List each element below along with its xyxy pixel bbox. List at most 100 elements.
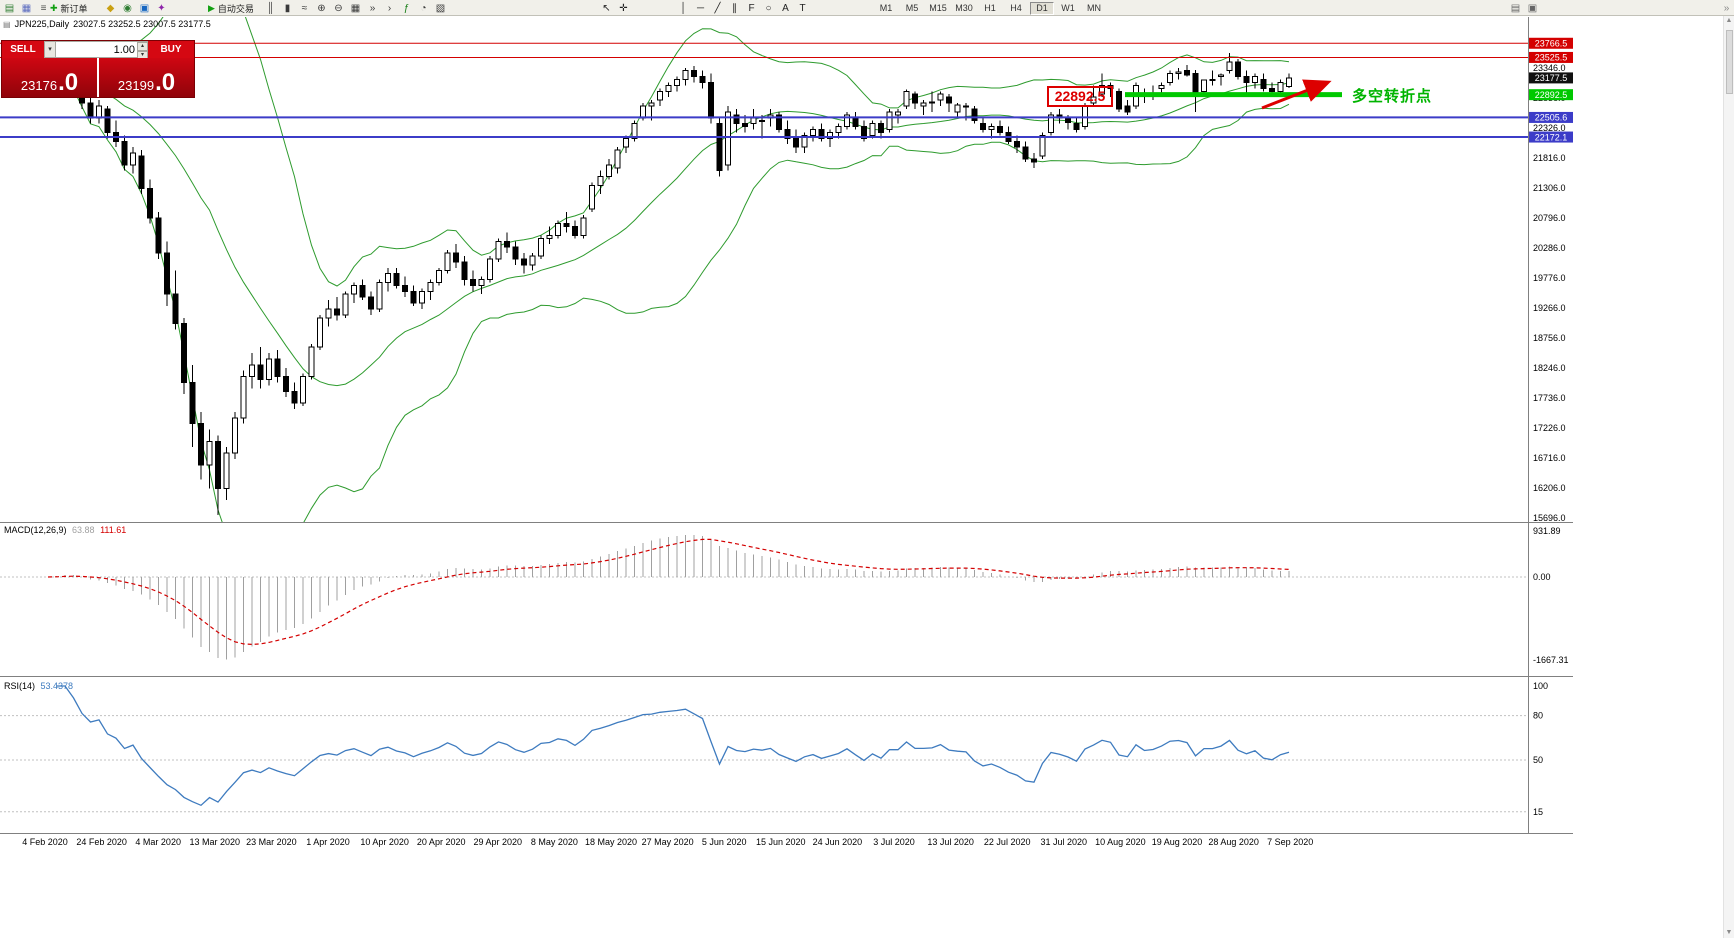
breakout-price-label[interactable]: 22892.5: [1047, 86, 1113, 107]
expand-icon[interactable]: ▣: [1527, 2, 1538, 14]
macd-histogram: [56, 534, 1290, 660]
toolbar-group-tools: ║ ▮ ≈ ⊕ ⊖ ▦ » › ƒ ◔ ▧: [263, 1, 448, 15]
svg-text:20286.0: 20286.0: [1533, 243, 1566, 253]
fibonacci-icon[interactable]: F: [748, 2, 755, 14]
timeframe-button-MN[interactable]: MN: [1087, 2, 1101, 13]
svg-text:22505.6: 22505.6: [1535, 113, 1568, 123]
svg-text:100: 100: [1533, 681, 1548, 691]
dock-icon[interactable]: ▤: [1510, 2, 1521, 14]
volume-dropdown-button[interactable]: ▾: [44, 41, 56, 58]
buy-price-dec: .0: [155, 69, 176, 96]
autotrading-button[interactable]: ▶ 自动交易: [205, 2, 257, 15]
svg-text:4 Mar 2020: 4 Mar 2020: [135, 837, 181, 847]
buy-price-int: 23199: [117, 78, 155, 93]
svg-text:19776.0: 19776.0: [1533, 273, 1566, 283]
scroll-down-arrow[interactable]: ▼: [1725, 929, 1733, 936]
bar-chart-icon[interactable]: ║: [266, 2, 275, 14]
text-icon[interactable]: A: [782, 2, 789, 14]
svg-text:27 May 2020: 27 May 2020: [642, 837, 694, 847]
zoom-in-icon[interactable]: ⊕: [317, 2, 326, 14]
main-toolbar: ▤ ▦ ≡ ✚ 新订单 ◆ ◉ ▣ ✦ ▶ 自动交易 ║ ▮ ≈ ⊕ ⊖ ▦» › ƒ ◔ ▧ ↖ ✛ │ ─ ╱ ∥ F ○ A T M1 M…: [0, 0, 1734, 16]
new-order-button-icon: ✚: [50, 2, 58, 13]
svg-text:28 Aug 2020: 28 Aug 2020: [1208, 837, 1259, 847]
macd-signal-line: [47, 538, 1290, 646]
price-panel-divider: [97, 58, 99, 97]
vertical-line-icon[interactable]: │: [680, 2, 687, 14]
horizontal-line-objects[interactable]: [0, 42, 1528, 139]
svg-text:50: 50: [1533, 755, 1543, 765]
trend-arrow[interactable]: [1261, 79, 1332, 110]
svg-text:18 May 2020: 18 May 2020: [585, 837, 637, 847]
chart-shift-icon[interactable]: ›: [387, 2, 392, 14]
svg-text:3 Jul 2020: 3 Jul 2020: [873, 837, 915, 847]
timeframe-button-M30[interactable]: M30: [955, 2, 973, 13]
volume-field: ▴ ▾: [56, 41, 148, 60]
toolbar-overflow-icon[interactable]: »: [1723, 2, 1730, 14]
symbol-header: ▤ JPN225,Daily 23027.5 23252.5 23007.5 2…: [3, 19, 211, 29]
turning-point-annotation[interactable]: 多空转折点: [1352, 88, 1433, 105]
svg-text:20796.0: 20796.0: [1533, 213, 1566, 223]
strategy-tester-icon[interactable]: ◉: [123, 2, 132, 14]
ellipse-icon[interactable]: ○: [765, 2, 772, 14]
toolbar-group-timeframes: M1 M5 M15 M30 H1 H4 D1 W1 MN: [874, 1, 1106, 15]
new-order-button[interactable]: ✚ 新订单: [47, 2, 91, 15]
navigator-icon[interactable]: ✦: [157, 2, 166, 14]
periods-icon[interactable]: ◔: [420, 2, 427, 14]
terminal-icon[interactable]: ▣: [139, 2, 150, 14]
scroll-thumb[interactable]: [1726, 30, 1733, 94]
sell-button[interactable]: SELL: [2, 41, 44, 58]
svg-text:10 Aug 2020: 10 Aug 2020: [1095, 837, 1146, 847]
svg-text:16206.0: 16206.0: [1533, 483, 1566, 493]
symbol-title: JPN225,Daily: [14, 19, 70, 29]
horizontal-line-icon[interactable]: ─: [696, 2, 705, 14]
line-chart-icon[interactable]: ≈: [301, 2, 308, 14]
volume-increase-button[interactable]: ▴: [137, 42, 148, 51]
timeframe-button-H1[interactable]: H1: [984, 2, 996, 13]
metaeditor-icon[interactable]: ◆: [106, 2, 115, 14]
indicators-icon[interactable]: ƒ: [403, 2, 410, 14]
svg-text:RSI(14) 53.4378: RSI(14) 53.4378: [4, 681, 73, 691]
templates-icon[interactable]: ▧: [435, 2, 446, 14]
svg-text:22172.1: 22172.1: [1535, 132, 1568, 142]
svg-text:21306.0: 21306.0: [1533, 183, 1566, 193]
timeframe-button-W1[interactable]: W1: [1061, 2, 1075, 13]
svg-text:19266.0: 19266.0: [1533, 303, 1566, 313]
buy-button[interactable]: BUY: [148, 41, 194, 58]
crosshair-icon[interactable]: ✛: [619, 2, 628, 14]
candlestick-icon[interactable]: ▮: [284, 2, 291, 14]
macd-pane: [0, 534, 1528, 660]
autotrading-button-icon: ▶: [208, 2, 215, 13]
cursor-icon[interactable]: ↖: [602, 2, 611, 14]
toolbar-group-autotrade: ▶ 自动交易: [205, 1, 257, 15]
timeframe-button-M5[interactable]: M5: [905, 2, 919, 13]
new-chart-icon[interactable]: ▤: [4, 2, 15, 14]
svg-text:MACD(12,26,9) 63.88 111.61: MACD(12,26,9) 63.88 111.61: [4, 525, 126, 535]
volume-input[interactable]: [56, 42, 137, 57]
channel-icon[interactable]: ∥: [732, 2, 737, 14]
trade-panel-prices: 23176 .0 23199 .0: [2, 58, 194, 97]
timeframe-button-H4[interactable]: H4: [1010, 2, 1022, 13]
svg-text:22892.5: 22892.5: [1535, 90, 1568, 100]
toolbar-group-overflow: »: [1719, 1, 1734, 15]
auto-scroll-icon[interactable]: »: [369, 2, 376, 14]
trendline-icon[interactable]: ╱: [714, 2, 721, 14]
toolbar-group-cursor: ↖ ✛: [599, 1, 631, 15]
timeframe-button-D1[interactable]: D1: [1030, 1, 1054, 15]
timeframe-button-M15[interactable]: M15: [929, 2, 947, 13]
label-icon[interactable]: T: [799, 2, 806, 14]
zoom-out-icon[interactable]: ⊖: [334, 2, 343, 14]
profiles-icon[interactable]: ▦: [21, 2, 32, 14]
tile-windows-icon[interactable]: ▦: [350, 2, 361, 14]
svg-text:29 Apr 2020: 29 Apr 2020: [474, 837, 523, 847]
sell-price-panel[interactable]: 23176 .0: [2, 58, 97, 97]
market-watch-icon[interactable]: ≡: [40, 2, 47, 14]
candles: [45, 53, 1292, 515]
svg-text:23 Mar 2020: 23 Mar 2020: [246, 837, 297, 847]
scroll-up-arrow[interactable]: ▲: [1725, 17, 1733, 24]
vertical-scrollbar[interactable]: ▲ ▼: [1723, 16, 1734, 938]
timeframe-button-M1[interactable]: M1: [879, 2, 893, 13]
trade-panel-controls: SELL ▾ ▴ ▾ BUY: [2, 41, 194, 60]
buy-price-panel[interactable]: 23199 .0: [99, 58, 194, 97]
autotrading-button-label: 自动交易: [217, 3, 254, 14]
